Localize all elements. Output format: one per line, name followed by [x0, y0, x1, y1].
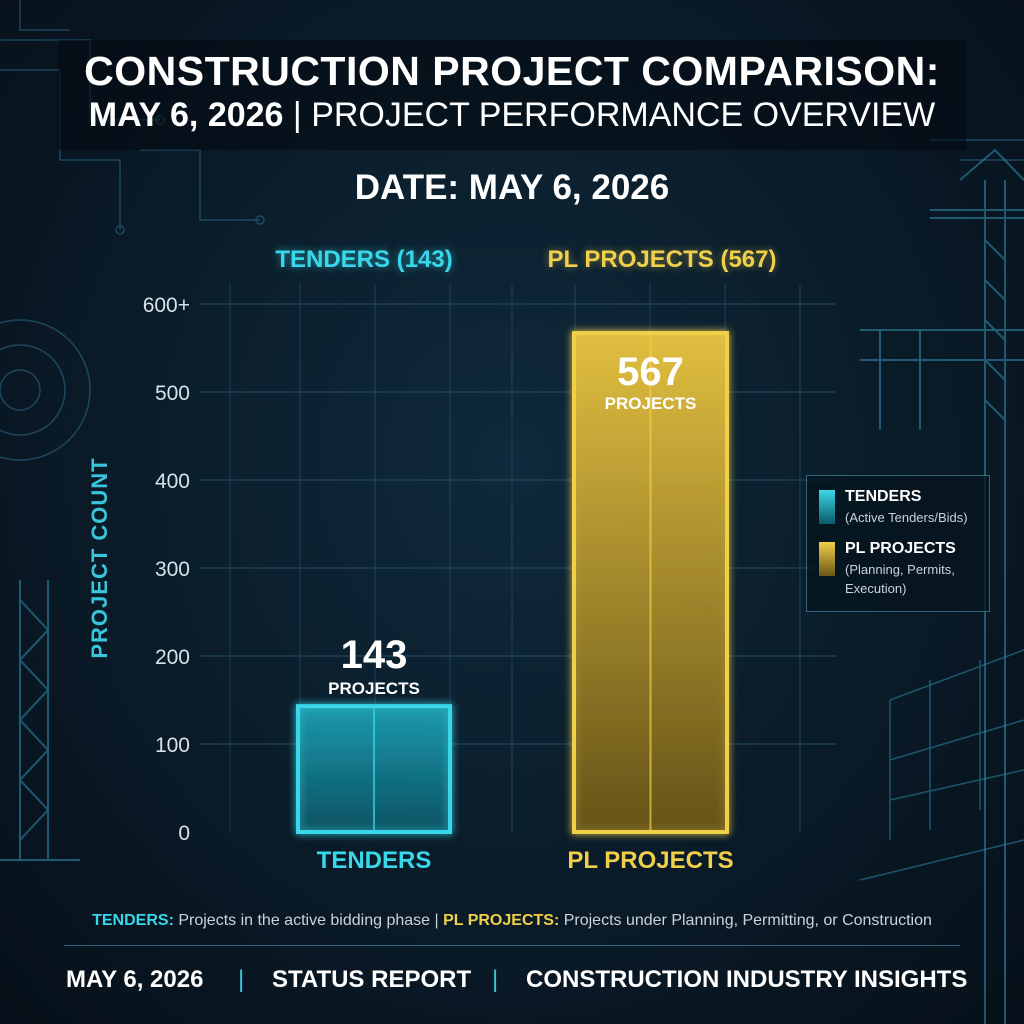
footer-date: MAY 6, 2026	[66, 966, 204, 993]
footer-divider	[64, 945, 960, 946]
title-band	[58, 40, 966, 150]
title-overview: PROJECT PERFORMANCE OVERVIEW	[311, 96, 936, 134]
legend-swatch-tenders	[819, 490, 835, 524]
footnote-tenders-text: Projects in the active bidding phase |	[173, 912, 444, 929]
legend-swatch-pl-projects	[819, 542, 835, 576]
data-label-unit-0: PROJECTS	[328, 679, 420, 698]
footnote: TENDERS: Projects in the active bidding …	[0, 912, 1024, 930]
data-label-unit-1: PROJECTS	[605, 394, 697, 413]
frame-right	[859, 649, 1024, 881]
y-tick-label-500: 500	[155, 382, 190, 405]
footer-separator-1: |	[238, 966, 245, 993]
legend-desc-pl-projects: (Planning, Permits, Execution)	[845, 562, 955, 596]
legend-desc-tenders: (Active Tenders/Bids)	[845, 510, 968, 525]
title-date: MAY 6, 2026	[88, 96, 284, 134]
y-tick-label-300: 300	[155, 558, 190, 581]
data-label-value-1: 567	[617, 350, 684, 394]
title-separator: |	[283, 96, 312, 134]
legend: TENDERS (Active Tenders/Bids) PL PROJECT…	[806, 475, 990, 612]
top-label-pl-projects: PL PROJECTS (567)	[547, 246, 777, 273]
legend-name-tenders: TENDERS	[845, 488, 922, 505]
x-tick-label-1: PL PROJECTS	[567, 847, 733, 874]
data-label-value-0: 143	[341, 633, 408, 677]
footnote-pl-text: Projects under Planning, Permitting, or …	[559, 912, 932, 929]
x-tick-label-0: TENDERS	[317, 847, 432, 874]
chart-title-line2: MAY 6, 2026 | PROJECT PERFORMANCE OVERVI…	[0, 96, 1024, 135]
footnote-tenders-key: TENDERS:	[92, 912, 174, 929]
footnote-pl-key: PL PROJECTS:	[443, 912, 560, 929]
y-tick-label-400: 400	[155, 470, 190, 493]
y-tick-label-600: 600+	[143, 294, 190, 317]
y-tick-label-0: 0	[178, 822, 190, 845]
footer-separator-2: |	[492, 966, 499, 993]
y-tick-label-200: 200	[155, 646, 190, 669]
chart-title: CONSTRUCTION PROJECT COMPARISON:	[84, 48, 940, 94]
tower-left	[0, 580, 80, 861]
footer-report: STATUS REPORT	[272, 966, 472, 993]
chart-subtitle: DATE: MAY 6, 2026	[354, 168, 670, 207]
footer-insights: CONSTRUCTION INDUSTRY INSIGHTS	[526, 966, 968, 993]
top-label-tenders: TENDERS (143)	[275, 246, 453, 273]
legend-name-pl-projects: PL PROJECTS	[845, 540, 956, 557]
y-tick-label-100: 100	[155, 734, 190, 757]
